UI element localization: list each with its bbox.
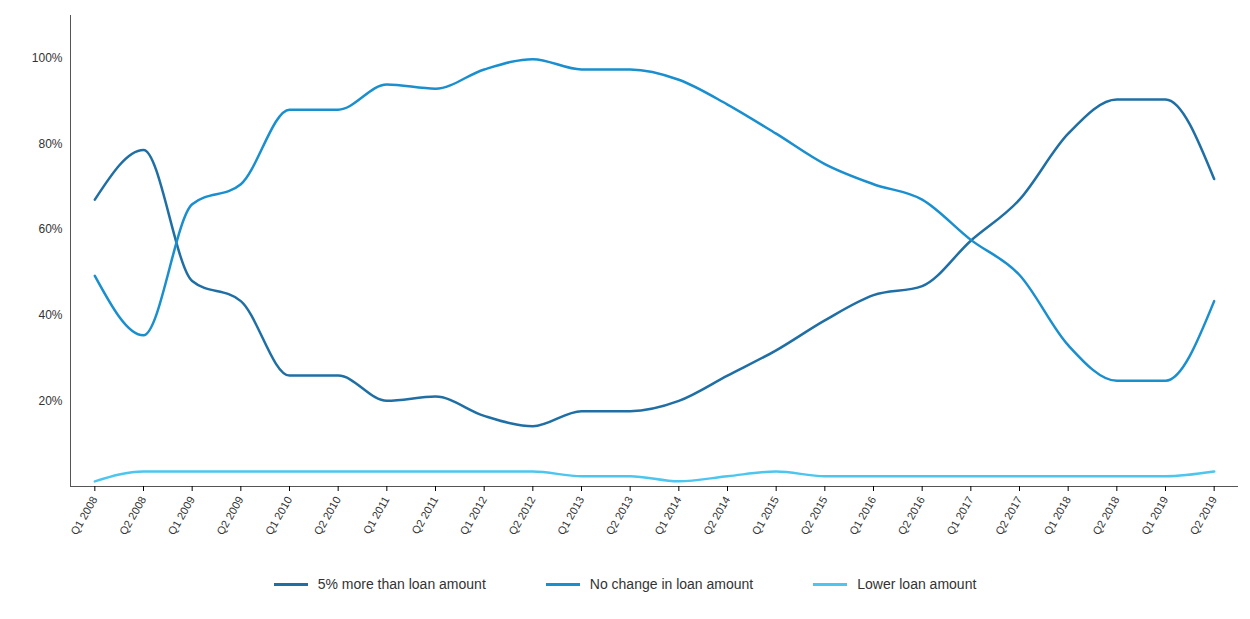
svg-text:Q1 2014: Q1 2014 <box>652 494 683 537</box>
svg-text:Q2 2016: Q2 2016 <box>895 494 926 537</box>
svg-text:Q2 2015: Q2 2015 <box>798 494 829 537</box>
svg-text:20%: 20% <box>38 394 62 408</box>
svg-text:Q2 2010: Q2 2010 <box>311 494 342 537</box>
svg-text:Q2 2012: Q2 2012 <box>506 494 537 537</box>
svg-text:Q1 2017: Q1 2017 <box>944 494 975 537</box>
svg-text:Q2 2014: Q2 2014 <box>701 494 732 537</box>
svg-text:Q2 2011: Q2 2011 <box>409 494 440 536</box>
svg-text:40%: 40% <box>38 308 62 322</box>
svg-text:Q1 2009: Q1 2009 <box>165 494 196 537</box>
svg-text:Q1 2019: Q1 2019 <box>1139 494 1170 537</box>
svg-text:Q2 2013: Q2 2013 <box>603 494 634 537</box>
svg-text:Q2 2008: Q2 2008 <box>117 494 148 537</box>
svg-text:Q1 2018: Q1 2018 <box>1041 494 1072 537</box>
svg-text:Q2 2009: Q2 2009 <box>214 494 245 537</box>
html-text:5% more than loan amount: 5% more than loan amount <box>317 576 486 592</box>
html-text:No change in loan amount: No change in loan amount <box>589 576 754 592</box>
svg-text:Q2 2017: Q2 2017 <box>993 494 1024 537</box>
svg-text:100%: 100% <box>32 51 63 65</box>
svg-text:Q1 2008: Q1 2008 <box>68 494 99 537</box>
svg-text:Q2 2019: Q2 2019 <box>1187 494 1218 537</box>
svg-text:Q1 2010: Q1 2010 <box>263 494 294 537</box>
svg-text:Q1 2011: Q1 2011 <box>361 494 392 536</box>
svg-text:60%: 60% <box>38 222 62 236</box>
html-text:Lower loan amount: Lower loan amount <box>857 576 977 592</box>
svg-text:Q2 2018: Q2 2018 <box>1090 494 1121 537</box>
svg-text:Q1 2012: Q1 2012 <box>457 494 488 537</box>
svg-text:Q1 2015: Q1 2015 <box>749 494 780 537</box>
svg-text:80%: 80% <box>38 137 62 151</box>
svg-text:Q1 2013: Q1 2013 <box>555 494 586 537</box>
svg-text:Q1 2016: Q1 2016 <box>847 494 878 537</box>
